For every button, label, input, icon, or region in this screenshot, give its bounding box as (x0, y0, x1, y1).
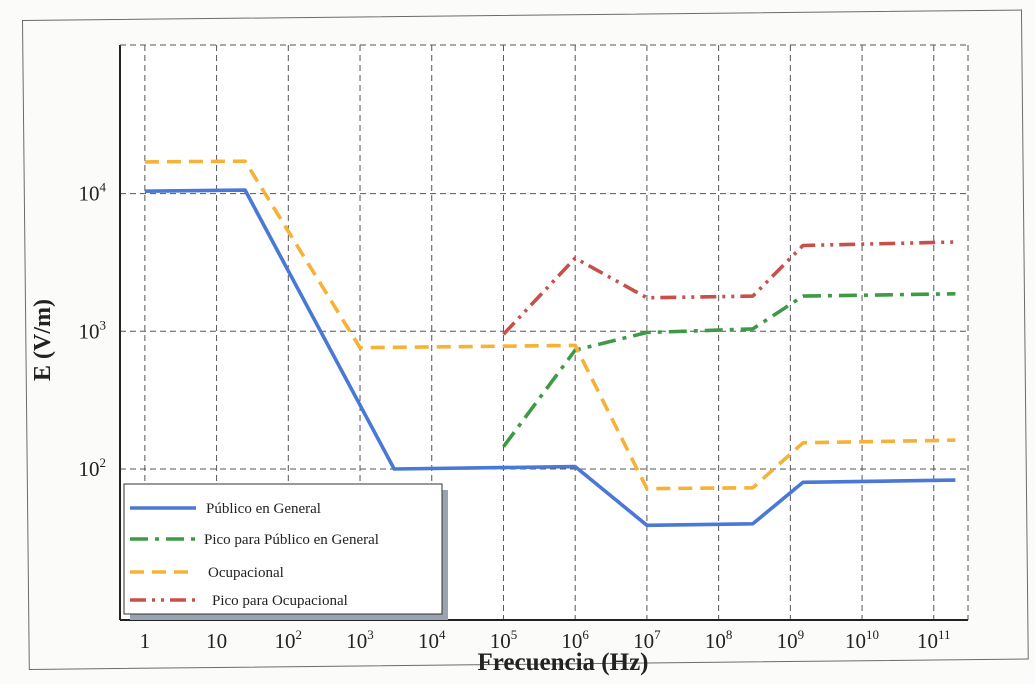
x-tick-label: 1011 (917, 627, 951, 653)
x-tick-label: 109 (777, 627, 805, 653)
legend-box (123, 483, 443, 615)
x-tick-label: 10 (206, 629, 227, 653)
legend-label-3: Ocupacional (208, 565, 284, 581)
legend-label-2: Pico para Público en General (204, 532, 379, 548)
y-tick-label: 102 (79, 455, 107, 481)
x-axis-title: Frecuencia (Hz) (478, 649, 649, 676)
series-line-2 (502, 292, 956, 448)
x-tick-label: 107 (633, 627, 661, 653)
y-tick-labels: 102 103 104 (79, 180, 107, 481)
series-line-3 (144, 159, 956, 491)
series-group (144, 159, 956, 528)
x-tick-label: 1010 (845, 627, 879, 653)
x-tick-label: 103 (346, 627, 374, 653)
y-tick-label: 103 (79, 317, 107, 343)
x-tick-labels: 1 10 102 103 104 105 106 107 108 109 1010 1011 (140, 627, 951, 653)
series-line-1 (144, 188, 956, 528)
x-tick-label: 105 (490, 627, 518, 653)
y-axis-title: E (V/m) (30, 299, 56, 381)
x-tick-label: 106 (561, 627, 589, 653)
x-tick-label: 102 (275, 627, 303, 653)
legend-label-1: Público en General (206, 501, 321, 517)
legend: Público en General Pico para Público en G… (123, 483, 448, 620)
series-line-4 (502, 240, 956, 336)
grid (120, 45, 968, 620)
x-tick-label: 104 (418, 627, 446, 653)
x-tick-label: 1 (140, 629, 151, 653)
x-tick-label: 108 (705, 627, 733, 653)
legend-label-4: Pico para Ocupacional (212, 593, 348, 609)
y-tick-label: 104 (79, 180, 107, 206)
